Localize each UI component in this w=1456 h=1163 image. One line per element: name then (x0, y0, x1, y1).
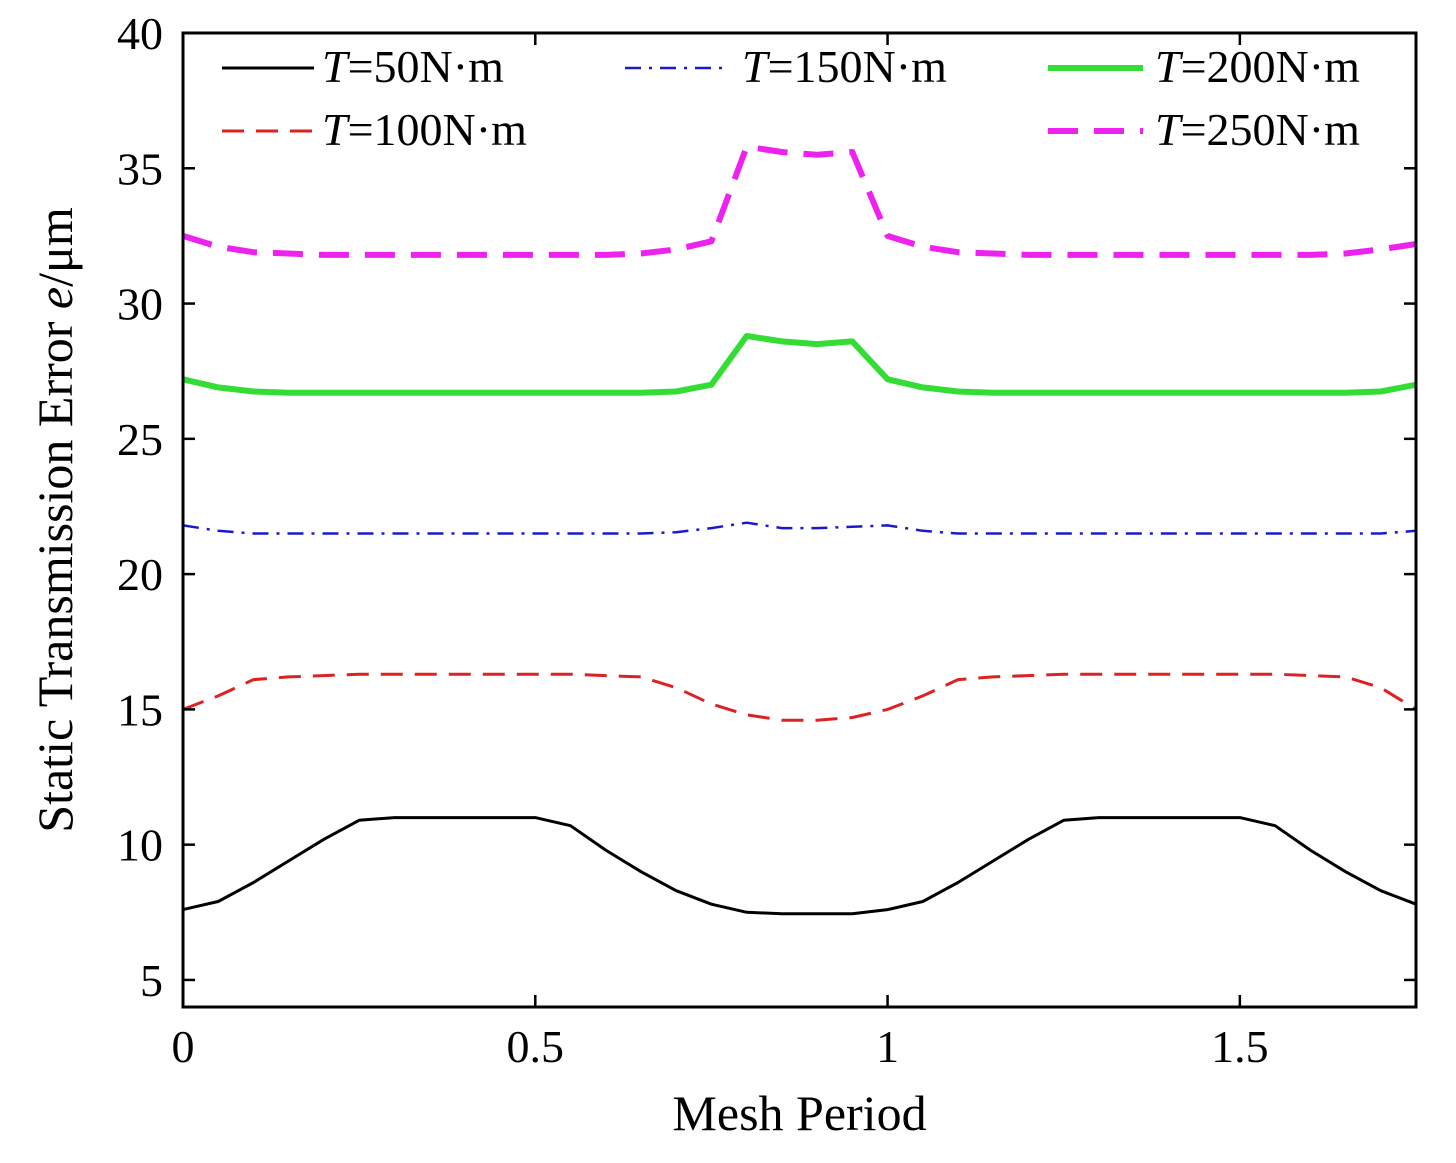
y-tick-label: 25 (117, 414, 163, 465)
y-tick-label: 10 (117, 820, 163, 871)
legend-label-1: T=50N·m (322, 41, 504, 92)
x-tick-label: 0.5 (507, 1021, 565, 1072)
series-line-1 (182, 816, 1417, 916)
y-tick-label: 15 (117, 684, 163, 735)
plot-area-frame (181, 31, 1418, 1009)
legend-label-2: T=100N·m (322, 104, 527, 155)
axis-ticks: 0 0.5 1 1.5 5 10 15 20 25 30 35 40 (117, 8, 1416, 1072)
y-tick-label: 5 (140, 955, 163, 1006)
y-tick-label: 20 (117, 549, 163, 600)
series-layer (182, 143, 1417, 916)
x-tick-label: 0 (172, 1021, 195, 1072)
series-line-3 (182, 521, 1417, 535)
y-tick-label: 40 (117, 8, 163, 59)
series-line-4 (182, 333, 1417, 396)
legend: T=50N·m T=100N·m T=150N·m T=200N·m T=250N·m (222, 41, 1360, 155)
y-axis-title: Static Transmission Error e/μm (27, 207, 83, 833)
x-axis-title: Mesh Period (672, 1085, 926, 1141)
legend-label-5: T=250N·m (1155, 104, 1360, 155)
legend-label-4: T=200N·m (1155, 41, 1360, 92)
y-tick-label: 30 (117, 279, 163, 330)
series-line-5 (182, 143, 1417, 258)
y-tick-label: 35 (117, 143, 163, 194)
x-tick-label: 1.5 (1211, 1021, 1269, 1072)
x-tick-label: 1 (876, 1021, 899, 1072)
series-line-2 (182, 672, 1417, 722)
legend-label-3: T=150N·m (742, 41, 947, 92)
